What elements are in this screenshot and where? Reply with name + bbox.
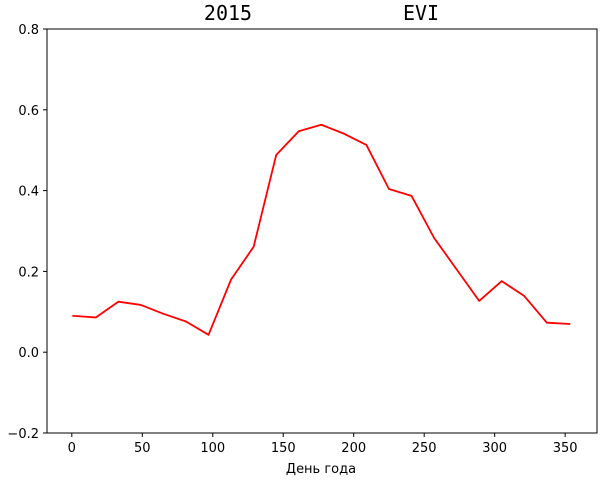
y-tick-label: 0.4 <box>18 185 39 200</box>
y-tick-label: 0.6 <box>18 104 39 119</box>
x-tick-label: 250 <box>412 441 437 456</box>
x-tick-label: 50 <box>134 441 151 456</box>
x-tick-label: 150 <box>271 441 296 456</box>
series-line-0 <box>72 123 571 336</box>
y-tick-label: 0.2 <box>18 265 39 280</box>
x-tick-label: 0 <box>68 441 76 456</box>
y-tick-label: −0.2 <box>7 427 39 442</box>
series-layer <box>72 123 571 336</box>
plot-area <box>47 29 597 433</box>
axes-layer: 0 50 100 150 200 250 300 350 −0.2 0.0 0.2 0.4 0.6 0.8 <box>7 23 598 456</box>
title-index: EVI <box>403 1 439 25</box>
title-year: 2015 <box>204 1 252 25</box>
x-tick-label: 300 <box>482 441 507 456</box>
title-group: 2015 EVI <box>204 1 439 25</box>
x-axis-label: День года <box>286 462 356 477</box>
x-tick-label: 100 <box>200 441 225 456</box>
x-tick-label: 350 <box>553 441 578 456</box>
y-tick-label: 0.8 <box>18 23 39 38</box>
x-tick-label: 200 <box>341 441 366 456</box>
y-tick-label: 0.0 <box>18 346 39 361</box>
plot-background <box>47 29 597 433</box>
axes-frame <box>46 28 598 434</box>
